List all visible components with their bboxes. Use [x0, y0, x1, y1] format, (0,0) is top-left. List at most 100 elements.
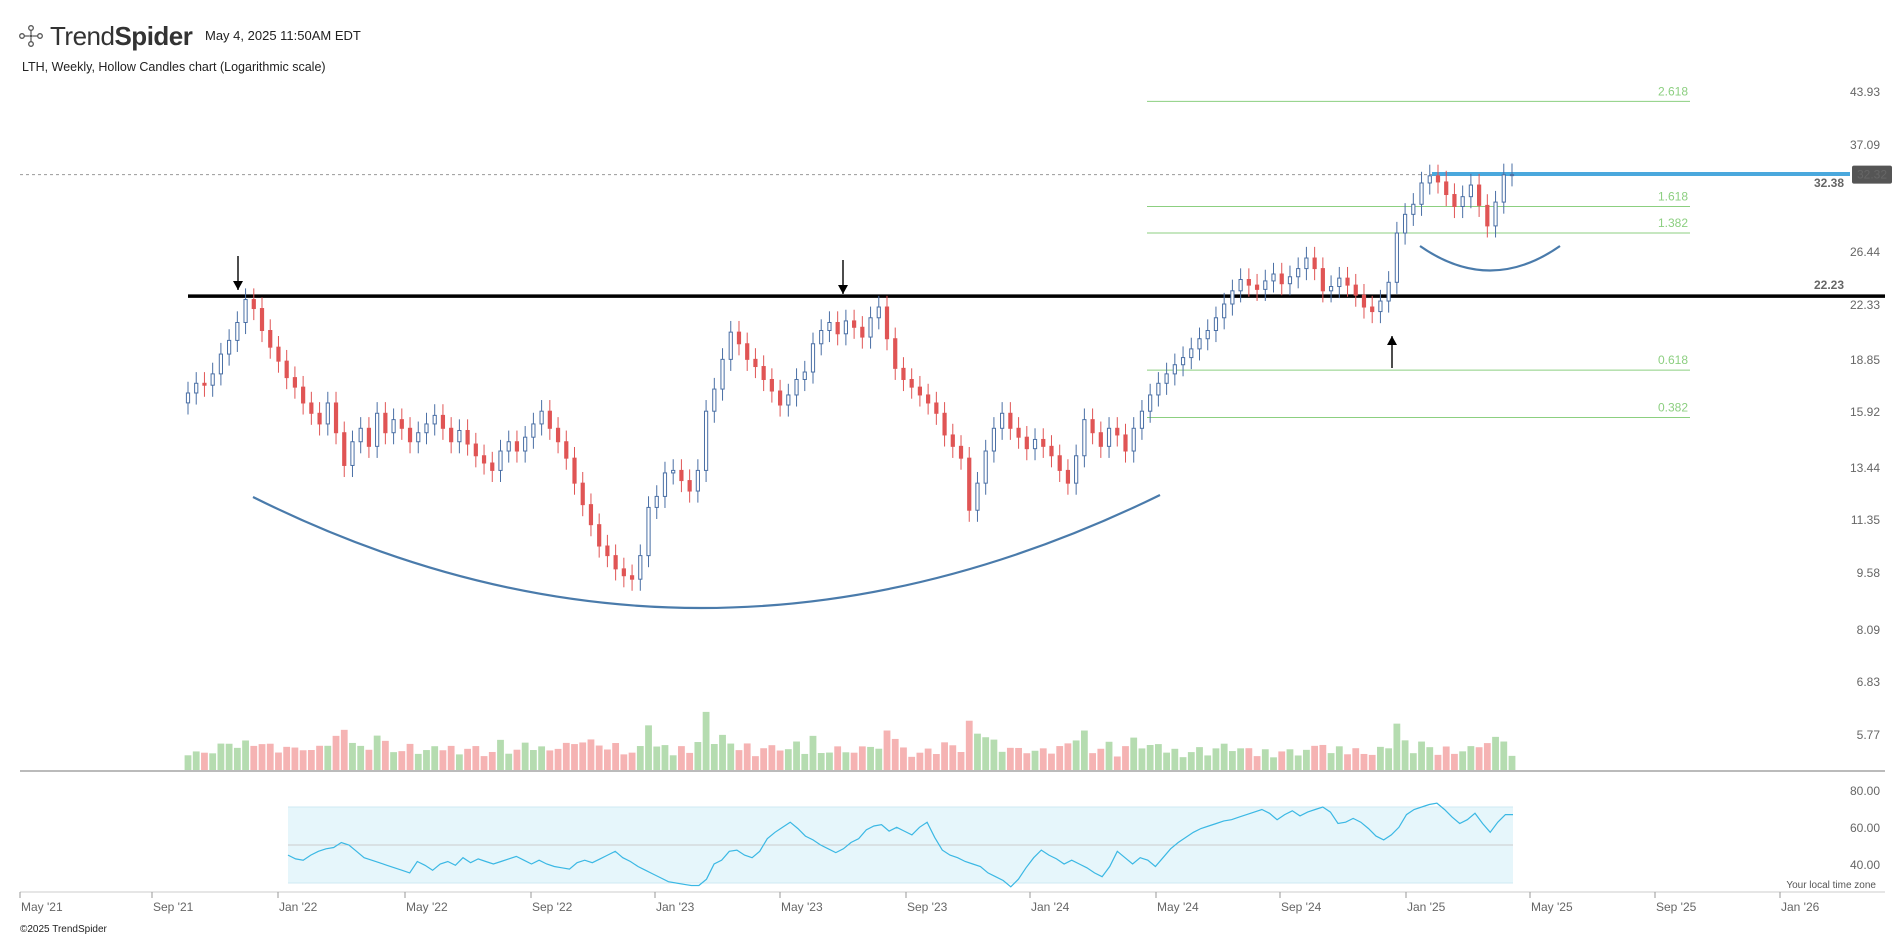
volume-bar	[1031, 750, 1039, 770]
candle-up	[1501, 174, 1506, 203]
candle-up	[1106, 427, 1112, 447]
volume-bar	[752, 756, 759, 770]
candle-down	[1057, 455, 1062, 471]
volume-bar	[858, 746, 866, 770]
candle-down	[564, 441, 569, 459]
candle-up	[350, 441, 355, 466]
candle-up	[523, 436, 528, 452]
candle-up	[1032, 438, 1038, 450]
volume-bar	[316, 745, 323, 770]
volume-bar	[1286, 749, 1294, 770]
candle-up	[1263, 280, 1268, 290]
candle-down	[967, 457, 972, 511]
volume-bar	[307, 750, 315, 770]
candle-up	[457, 429, 462, 443]
fib-level-label: 0.382	[1658, 401, 1688, 415]
volume-bar	[850, 752, 858, 770]
copyright-footer: ©2025 TrendSpider	[20, 924, 107, 935]
volume-bar	[834, 746, 842, 770]
volume-bar	[1080, 730, 1088, 770]
volume-bar	[497, 739, 504, 770]
volume-bar	[1196, 747, 1203, 770]
candle-up	[498, 450, 503, 471]
candle-down	[860, 326, 865, 338]
candle-down	[473, 443, 478, 457]
volume-bar	[546, 750, 554, 770]
candle-down	[1312, 257, 1317, 270]
volume-bar	[1294, 755, 1302, 770]
volume-bar	[1228, 751, 1236, 770]
candle-down	[745, 343, 750, 360]
candle-up	[1205, 330, 1210, 340]
candle-up	[1148, 394, 1153, 412]
volume-bar	[258, 744, 266, 770]
volume-bar	[1113, 756, 1121, 770]
volume-bar	[513, 749, 521, 770]
candle-down	[1065, 469, 1071, 484]
candle-up	[1419, 182, 1424, 205]
candle-down	[753, 358, 758, 368]
volume-bar	[932, 754, 940, 770]
volume-bar	[661, 745, 669, 770]
time-axis-tick: May '25	[1531, 900, 1573, 914]
volume-bar	[373, 735, 381, 770]
volume-bar	[604, 749, 611, 770]
volume-bar	[678, 746, 685, 770]
volume-bar	[990, 739, 998, 770]
volume-bar	[1393, 723, 1401, 770]
candle-up	[868, 317, 873, 338]
price-axis-tick: 11.35	[1851, 513, 1880, 527]
volume-bar	[1138, 748, 1146, 770]
volume-bar	[480, 756, 488, 770]
volume-bar	[982, 737, 990, 770]
resistance-level-label: 22.23	[1814, 278, 1844, 292]
volume-bar	[1426, 747, 1434, 770]
candle-up	[1164, 373, 1169, 384]
volume-bar	[768, 745, 776, 770]
candle-up	[1411, 203, 1416, 215]
chart-description: LTH, Weekly, Hollow Candles chart (Logar…	[22, 60, 326, 74]
candle-down	[679, 469, 684, 482]
time-axis-tick: May '22	[406, 900, 448, 914]
price-axis-tick: 15.92	[1850, 405, 1880, 419]
volume-bar	[233, 747, 241, 770]
candle-up	[194, 382, 199, 394]
highlight-level-label: 32.38	[1814, 176, 1844, 190]
candle-up	[671, 469, 676, 474]
candle-down	[317, 412, 322, 425]
price-axis-tick: 6.83	[1857, 675, 1881, 689]
candle-down	[909, 378, 914, 388]
candle-up	[1402, 213, 1408, 234]
volume-bar	[1360, 753, 1368, 770]
candle-up	[243, 299, 248, 323]
candle-down	[958, 445, 964, 459]
candle-up	[218, 353, 223, 375]
volume-bar	[1187, 752, 1195, 770]
candle-up	[876, 306, 881, 319]
current-price-badge	[1852, 165, 1892, 184]
candle-down	[597, 524, 602, 547]
candle-up	[1296, 268, 1301, 278]
volume-bar	[1130, 737, 1138, 770]
candle-down	[342, 432, 347, 466]
candle-down	[449, 427, 454, 443]
candle-up	[983, 450, 988, 484]
volume-bar	[1311, 745, 1319, 770]
candle-down	[301, 386, 306, 404]
volume-bar	[1492, 736, 1499, 770]
volume-bar	[669, 755, 677, 770]
candle-down	[769, 378, 774, 392]
volume-bar	[521, 742, 529, 770]
volume-bar	[217, 743, 225, 770]
candle-up	[1180, 357, 1186, 366]
volume-bar	[1146, 744, 1154, 770]
candle-down	[736, 331, 742, 345]
timezone-note: Your local time zone	[1786, 880, 1876, 891]
volume-bar	[801, 753, 809, 770]
candle-down	[407, 427, 413, 443]
candle-up	[1197, 338, 1202, 350]
volume-bar	[1278, 751, 1286, 770]
candle-down	[1123, 434, 1128, 452]
candle-up	[975, 482, 980, 511]
